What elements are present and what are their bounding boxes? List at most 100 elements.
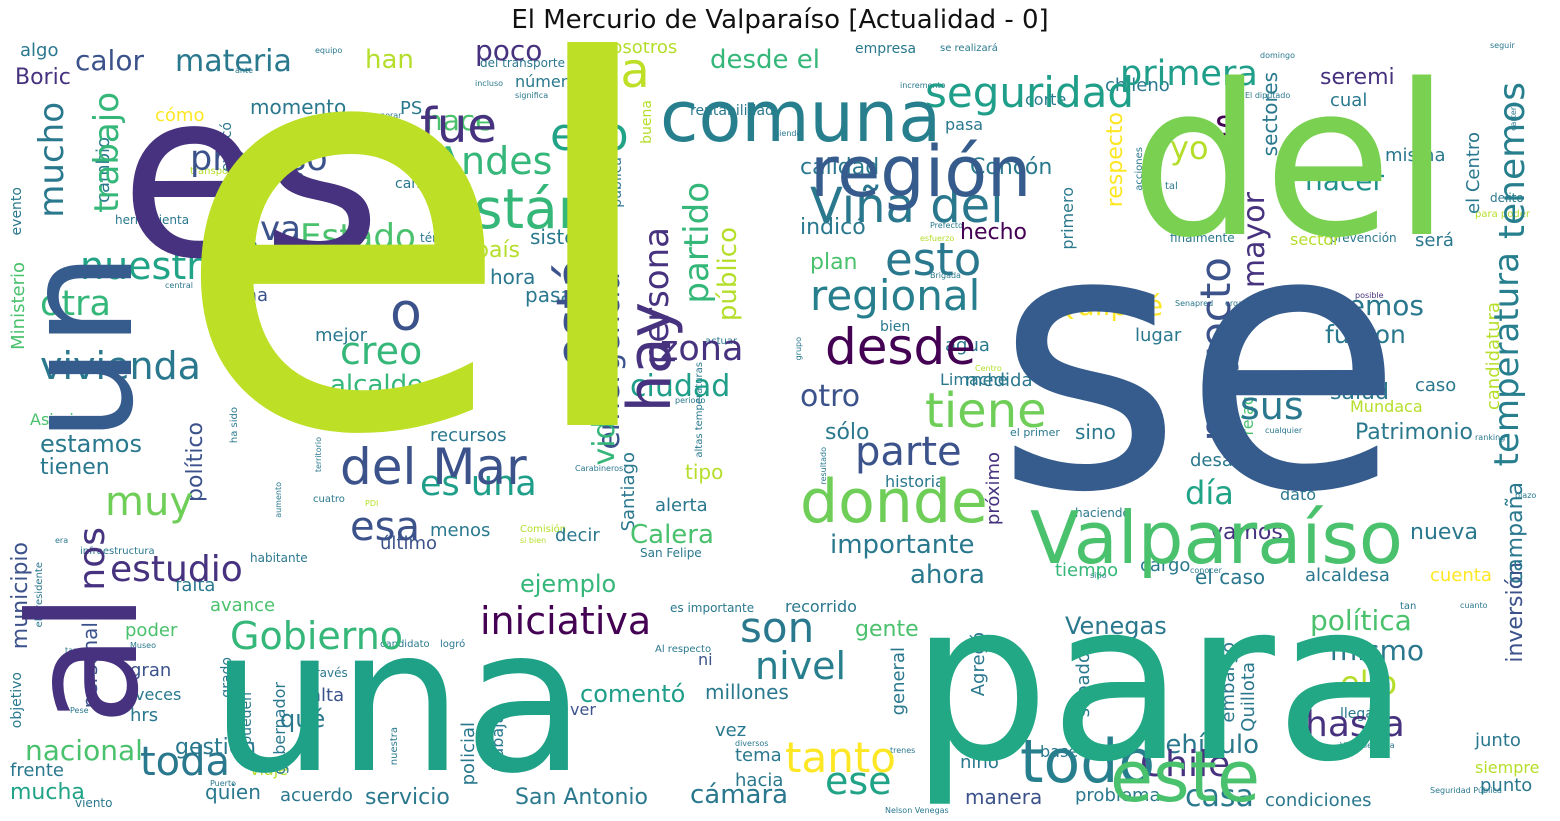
word-cloud-term: Pese [70,706,89,715]
word-cloud-term: Concón [970,155,1053,180]
word-cloud-term: era [55,536,69,545]
word-cloud-term: zona [660,329,744,369]
word-cloud-term: nueva [1410,520,1478,545]
word-cloud-term: recorrido [785,597,857,616]
word-cloud-term: candidato [380,639,430,650]
word-cloud-term: Asimismo [30,410,108,429]
word-cloud-term: acuerdo [280,785,353,806]
word-cloud-term: vehículo [1150,730,1259,760]
word-cloud-term: cuenta [1430,565,1492,586]
word-cloud-term: falta [175,575,216,596]
word-cloud-term: nosotros [600,42,678,58]
word-cloud-term: prevención [1330,231,1397,245]
word-cloud-term: Viña del [810,178,1004,234]
word-cloud-term: ranking [1475,433,1506,442]
word-cloud-term: grupo [794,337,803,361]
word-cloud-term: día [1185,474,1234,512]
word-cloud-term: quien [205,780,261,804]
word-cloud-term: si bien [520,536,547,545]
word-cloud-term: PS [400,98,423,119]
word-cloud-term: mucho [32,102,72,218]
word-cloud-term: este [1110,736,1261,817]
word-cloud-term: menos [430,520,491,541]
word-cloud-term: corte [1025,90,1067,109]
word-cloud-term: Patrimonio [1355,420,1473,445]
word-cloud-term: actuar [705,336,738,347]
word-cloud-term: para [910,554,1410,810]
word-cloud-term: transporte público [190,166,282,177]
word-cloud-term: tienen [40,455,110,480]
word-cloud-term: del transporte [480,56,565,70]
word-cloud-term: poco [475,42,543,67]
word-cloud-term: Prefecto [930,221,963,230]
word-cloud-term: general [888,647,909,716]
word-cloud-term: son [740,603,815,652]
word-cloud-term: siendo [775,129,802,138]
word-cloud-term: cómo [155,105,205,126]
word-cloud-term: proceso [190,139,328,179]
word-cloud-term: tal [1165,181,1178,192]
word-cloud-term: hacer [1305,164,1385,197]
word-cloud-term: alta [310,685,345,706]
word-cloud-term: tan [1400,601,1417,612]
word-cloud-term: finalmente [1170,231,1235,245]
word-cloud-term: organismo [1225,299,1268,308]
word-cloud-term: infraestructura [80,546,155,557]
word-cloud-term: servicio [365,785,450,810]
word-cloud-term: nos [72,527,113,591]
word-cloud-term: región [810,131,1032,213]
word-cloud-term: tipo [685,460,724,484]
word-cloud-term: junto [1475,730,1521,751]
word-cloud-term: tiempo [1055,560,1119,581]
word-cloud-term: yo [1170,129,1209,167]
word-cloud-term: hecho [960,220,1027,245]
word-cloud-term: herramienta [115,213,190,227]
word-cloud-term: hace [425,104,493,137]
word-cloud-term: cuanto [1460,601,1488,610]
word-cloud-term: calidad [800,155,880,180]
word-cloud-term: han [365,45,414,75]
word-cloud-term: estamos [40,430,142,458]
word-cloud-term: tenemos [1492,82,1533,240]
word-cloud-term: problema [1075,785,1161,806]
word-cloud-term: salud [1330,380,1389,405]
word-cloud-term: Carabineros [575,464,624,473]
word-cloud-term: Nelson Venegas [885,806,949,815]
word-cloud-term: ha [590,43,650,99]
word-cloud-term: chileno [1105,75,1170,96]
word-cloud-term: muy [105,479,193,525]
word-cloud-term: mismo [1330,634,1425,667]
word-cloud-term: siempre [1475,758,1540,777]
word-cloud-term: incluso [475,79,504,88]
word-cloud-term: pasado [525,283,598,307]
word-cloud-term: trabajo [87,92,127,213]
word-cloud-term: están [440,177,593,241]
word-cloud-term: trenes [890,746,916,755]
word-cloud-term: sistema [530,225,609,249]
word-cloud-term: esfuerzo [920,234,955,243]
word-cloud-term: Calera [630,520,714,550]
word-cloud-term: rentabilidad [690,103,774,119]
word-cloud-term: cual [1330,90,1368,111]
word-cloud-term: esto [885,233,982,286]
word-cloud-term: sus [1240,384,1304,428]
chart-title: El Mercurio de Valparaíso [Actualidad - … [511,5,1049,35]
word-cloud-term: campaña [1503,482,1528,584]
word-cloud-term: bastante [1020,466,1056,475]
word-cloud-term: primera [1120,54,1258,94]
word-cloud-term: decir [555,525,600,546]
word-cloud-term: plazo [1515,491,1537,500]
word-cloud-term: toda [140,739,231,785]
word-cloud-term: tiene [925,383,1047,439]
word-cloud-term: posible [1355,291,1384,300]
word-cloud-term: cámara [690,780,789,810]
word-cloud-term: último [380,533,438,554]
word-cloud-term: veces [135,685,182,704]
word-cloud-term: Seguridad Pública [1430,786,1502,795]
word-cloud-term: el Centro [1463,132,1484,214]
word-cloud-term: qué [280,705,326,733]
word-cloud-term: empresa [855,42,917,57]
word-cloud-term: Andes [435,139,553,183]
word-cloud-term: habitante [250,551,308,565]
word-cloud-term: creo [340,329,423,373]
